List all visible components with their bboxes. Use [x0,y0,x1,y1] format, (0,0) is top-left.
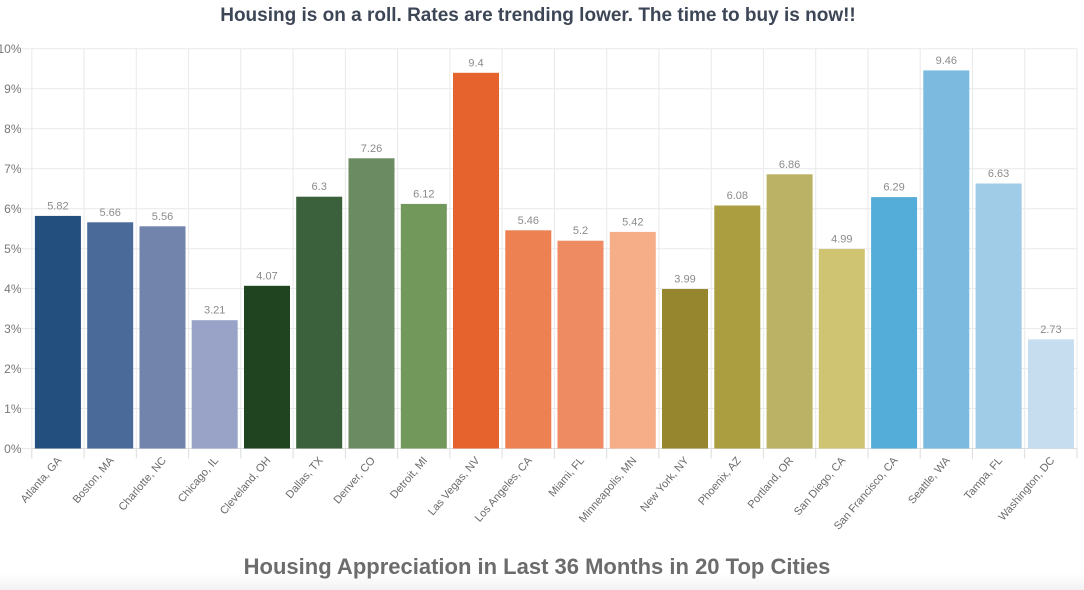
svg-text:6.3: 6.3 [312,181,327,193]
svg-text:6.63: 6.63 [988,168,1009,180]
svg-text:Housing is on a roll. Rates ar: Housing is on a roll. Rates are trending… [220,5,856,26]
svg-text:9.4: 9.4 [468,57,483,69]
svg-text:5.42: 5.42 [622,216,643,228]
svg-text:9%: 9% [4,82,22,96]
svg-text:5.46: 5.46 [518,215,539,227]
svg-text:5.66: 5.66 [99,207,120,219]
svg-text:6.29: 6.29 [883,182,904,194]
svg-text:5.2: 5.2 [573,225,588,237]
svg-text:1%: 1% [4,402,22,416]
svg-text:4.07: 4.07 [256,270,277,282]
svg-text:7%: 7% [4,162,22,176]
svg-text:5.82: 5.82 [47,200,68,212]
svg-text:9.46: 9.46 [936,55,957,67]
svg-text:6.86: 6.86 [779,159,800,171]
svg-text:6%: 6% [4,202,22,216]
svg-text:6.12: 6.12 [413,188,434,200]
svg-text:7.26: 7.26 [361,143,382,155]
svg-text:2%: 2% [4,362,22,376]
svg-text:3.21: 3.21 [204,305,225,317]
svg-text:10%: 10% [0,42,22,56]
svg-text:0%: 0% [4,442,22,456]
svg-text:Housing Appreciation in Last 3: Housing Appreciation in Last 36 Months i… [244,554,831,579]
svg-text:2.73: 2.73 [1040,324,1061,336]
svg-text:6.08: 6.08 [727,190,748,202]
svg-text:8%: 8% [4,122,22,136]
svg-text:3.99: 3.99 [674,274,695,286]
svg-text:5.56: 5.56 [152,211,173,223]
svg-text:5%: 5% [4,242,22,256]
svg-text:4%: 4% [4,282,22,296]
svg-text:3%: 3% [4,322,22,336]
svg-text:4.99: 4.99 [831,234,852,246]
